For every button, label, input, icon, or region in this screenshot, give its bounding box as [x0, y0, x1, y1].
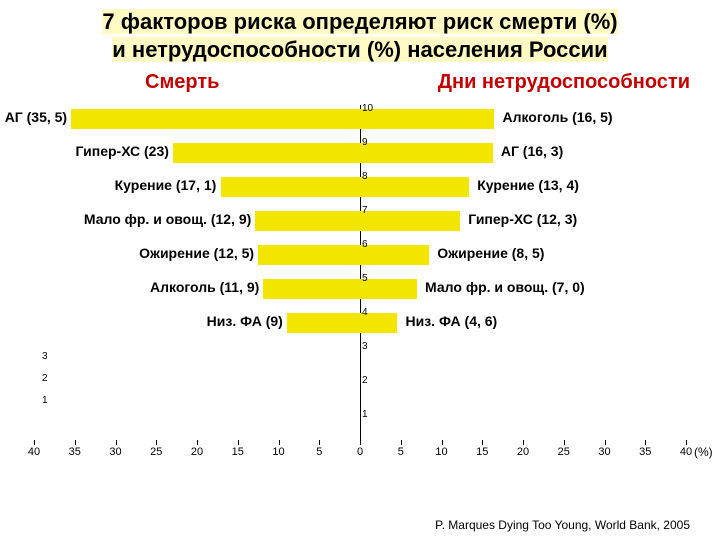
bar-row: Ожирение (12, 5) Ожирение (8, 5): [34, 243, 686, 267]
y-tick: 8: [362, 171, 368, 182]
bar-row: Мало фр. и овощ. (12, 9) Гипер-ХС (12, 3): [34, 209, 686, 233]
tick-mark: [442, 440, 443, 445]
subtitles: Смерть Дни нетрудоспособности: [0, 71, 720, 94]
tick-mark: [523, 440, 524, 445]
bar-row: Гипер-ХС (23) АГ (16, 3): [34, 141, 686, 165]
bar-row: Алкоголь (11, 9) Мало фр. и овощ. (7, 0): [34, 277, 686, 301]
x-axis: 4035302520151050510152025303540: [34, 440, 686, 460]
bar-left: [255, 211, 360, 231]
y-tick: 5: [362, 273, 368, 284]
x-tick: 25: [558, 446, 570, 458]
tick-mark: [564, 440, 565, 445]
tick-mark: [279, 440, 280, 445]
right-subtitle: Дни нетрудоспособности: [438, 71, 690, 94]
bar-left: [258, 245, 360, 265]
x-tick: 40: [680, 446, 692, 458]
x-tick: 20: [191, 446, 203, 458]
label-right: Курение (13, 4): [477, 177, 579, 193]
source-text: P. Marques Dying Too Young, World Bank, …: [435, 518, 690, 532]
x-tick: 5: [398, 446, 404, 458]
bar-right: [360, 245, 429, 265]
label-left: АГ (35, 5): [5, 109, 67, 125]
tick-mark: [75, 440, 76, 445]
x-tick: 10: [435, 446, 447, 458]
tick-mark: [238, 440, 239, 445]
bar-right: [360, 109, 494, 129]
bar-right: [360, 143, 493, 163]
bar-right: [360, 211, 460, 231]
label-left: Алкоголь (11, 9): [150, 279, 259, 295]
label-left: Ожирение (12, 5): [139, 245, 254, 261]
bar-left: [173, 143, 360, 163]
label-right: Низ. ФА (4, 6): [405, 313, 497, 329]
bar-right: [360, 177, 469, 197]
label-right: Алкоголь (16, 5): [502, 109, 612, 125]
left-small-num: 1: [42, 395, 48, 406]
tick-mark: [686, 440, 687, 445]
tick-mark: [645, 440, 646, 445]
y-tick: 3: [362, 341, 368, 352]
tick-mark: [319, 440, 320, 445]
tick-mark: [482, 440, 483, 445]
y-tick: 2: [362, 375, 368, 386]
page-title: 7 факторов риска определяют риск смерти …: [0, 0, 720, 67]
label-right: Ожирение (8, 5): [437, 245, 544, 261]
label-right: Мало фр. и овощ. (7, 0): [425, 279, 585, 295]
left-small-num: 3: [42, 351, 48, 362]
left-small-num: 2: [42, 373, 48, 384]
x-tick: 15: [476, 446, 488, 458]
bar-row: Курение (17, 1) Курение (13, 4): [34, 175, 686, 199]
x-tick: 35: [639, 446, 651, 458]
tick-mark: [401, 440, 402, 445]
bar-left: [287, 313, 360, 333]
label-left: Низ. ФА (9): [207, 313, 283, 329]
bar-row: АГ (35, 5)Алкоголь (16, 5): [34, 107, 686, 131]
x-tick: 15: [232, 446, 244, 458]
bar-left: [71, 109, 360, 129]
y-tick: 4: [362, 307, 368, 318]
bar-left: [221, 177, 360, 197]
y-tick: 6: [362, 239, 368, 250]
tick-mark: [34, 440, 35, 445]
left-subtitle: Смерть: [145, 71, 219, 94]
tick-mark: [156, 440, 157, 445]
x-tick: 30: [109, 446, 121, 458]
y-tick: 9: [362, 137, 368, 148]
tornado-chart: АГ (35, 5)Алкоголь (16, 5) Гипер-ХС (23) А…: [34, 105, 686, 465]
y-tick: 1: [362, 409, 368, 420]
x-tick: 25: [150, 446, 162, 458]
x-tick: 35: [69, 446, 81, 458]
tick-mark: [197, 440, 198, 445]
y-tick: 7: [362, 205, 368, 216]
x-tick: 10: [272, 446, 284, 458]
x-tick: 0: [357, 446, 363, 458]
tick-mark: [605, 440, 606, 445]
label-left: Гипер-ХС (23): [76, 143, 169, 159]
x-tick: 30: [598, 446, 610, 458]
label-right: Гипер-ХС (12, 3): [468, 211, 577, 227]
y-tick: 10: [362, 103, 373, 114]
x-tick: 5: [316, 446, 322, 458]
tick-mark: [360, 440, 361, 445]
tick-mark: [116, 440, 117, 445]
label-left: Курение (17, 1): [115, 177, 217, 193]
bar-row: Низ. ФА (9) Низ. ФА (4, 6): [34, 311, 686, 335]
bar-right: [360, 279, 417, 299]
label-right: АГ (16, 3): [501, 143, 563, 159]
x-tick: 20: [517, 446, 529, 458]
bar-left: [263, 279, 360, 299]
x-tick: 40: [28, 446, 40, 458]
label-left: Мало фр. и овощ. (12, 9): [84, 211, 251, 227]
